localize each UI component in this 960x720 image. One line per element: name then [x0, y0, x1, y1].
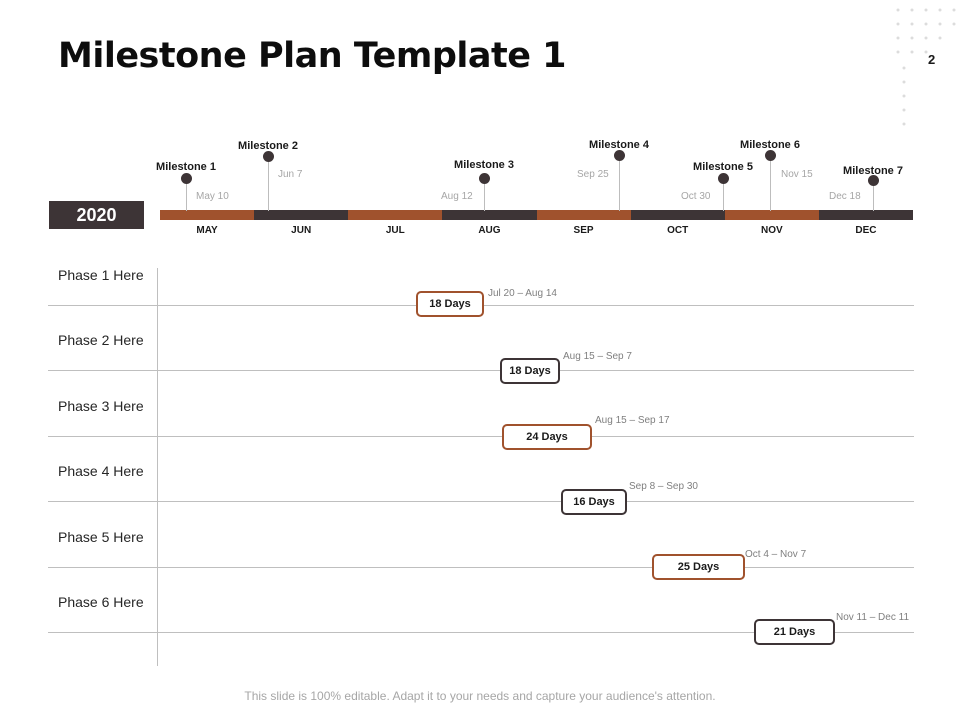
month-label-jul: JUL: [385, 225, 405, 236]
milestone-pin-icon: [718, 173, 729, 184]
milestone-stem: [770, 160, 771, 211]
phase-label: Phase 1 Here: [58, 267, 144, 283]
phase-divider: [48, 436, 914, 437]
milestone-pin-icon: [614, 150, 625, 161]
month-timeline-bar: [160, 210, 913, 222]
phase-date-range: Sep 8 – Sep 30: [629, 481, 698, 492]
phase-duration-box: 18 Days: [416, 291, 484, 317]
page-number: 2: [928, 52, 936, 67]
phase-label: Phase 3 Here: [58, 398, 144, 414]
footer-note: This slide is 100% editable. Adapt it to…: [244, 689, 716, 703]
milestone-name: Milestone 5: [693, 161, 753, 173]
slide-title: Milestone Plan Template 1: [58, 36, 567, 76]
milestone-stem: [186, 183, 187, 211]
milestone-pin-icon: [479, 173, 490, 184]
milestone-date: May 10: [196, 191, 229, 202]
month-label-may: MAY: [196, 225, 218, 236]
phase-duration-box: 21 Days: [754, 619, 835, 645]
milestone-name: Milestone 4: [589, 139, 649, 151]
milestone-date: Jun 7: [278, 169, 303, 180]
month-segment-aug: [442, 210, 537, 220]
milestone-date: Aug 12: [441, 191, 473, 202]
month-segment-oct: [630, 210, 725, 220]
month-segment-jun: [254, 210, 349, 220]
milestone-name: Milestone 6: [740, 139, 800, 151]
month-label-jun: JUN: [291, 225, 312, 236]
phase-duration-box: 18 Days: [500, 358, 560, 384]
phase-label: Phase 6 Here: [58, 594, 144, 610]
month-label-dec: DEC: [855, 225, 877, 236]
phase-divider: [48, 370, 914, 371]
milestone-name: Milestone 1: [156, 161, 216, 173]
phase-axis-line: [157, 268, 158, 666]
month-labels: MAY JUN JUL AUG SEP OCT NOV DEC: [160, 225, 913, 236]
milestone-pin-icon: [263, 151, 274, 162]
phase-date-range: Aug 15 – Sep 17: [595, 415, 670, 426]
milestone-pin-icon: [765, 150, 776, 161]
month-segment-may: [160, 210, 255, 220]
month-segment-nov: [724, 210, 819, 220]
milestone-stem: [873, 185, 874, 211]
month-label-aug: AUG: [478, 225, 501, 236]
phase-date-range: Nov 11 – Dec 11: [836, 612, 910, 623]
month-label-oct: OCT: [667, 225, 689, 236]
milestone-date: Nov 15: [781, 169, 813, 180]
phase-duration-box: 16 Days: [561, 489, 627, 515]
decorative-plus-pattern-icon: [896, 8, 956, 126]
year-badge: 2020: [49, 201, 144, 229]
milestone-pin-icon: [868, 175, 879, 186]
month-label-nov: NOV: [760, 225, 783, 236]
milestone-stem: [619, 160, 620, 211]
phase-duration-box: 25 Days: [652, 554, 745, 580]
month-label-sep: SEP: [573, 225, 594, 236]
milestone-name: Milestone 3: [454, 159, 514, 171]
milestone-date: Sep 25: [577, 169, 609, 180]
month-segment-sep: [536, 210, 631, 220]
milestone-date: Dec 18: [829, 191, 861, 202]
milestone-stem: [723, 183, 724, 211]
phase-date-range: Oct 4 – Nov 7: [745, 549, 807, 560]
phase-duration-box: 24 Days: [502, 424, 592, 450]
milestone-name: Milestone 7: [843, 165, 903, 177]
milestone-name: Milestone 2: [238, 140, 298, 152]
milestone-pin-icon: [181, 173, 192, 184]
month-segment-jul: [348, 210, 443, 220]
phase-date-range: Jul 20 – Aug 14: [488, 288, 557, 299]
phase-divider: [48, 632, 914, 633]
milestone-stem: [268, 161, 269, 211]
phase-date-range: Aug 15 – Sep 7: [563, 351, 632, 362]
phase-divider: [48, 567, 914, 568]
phase-label: Phase 4 Here: [58, 463, 144, 479]
phase-label: Phase 2 Here: [58, 332, 144, 348]
milestone-stem: [484, 183, 485, 211]
phase-label: Phase 5 Here: [58, 529, 144, 545]
milestone-date: Oct 30: [681, 191, 711, 202]
phase-divider: [48, 501, 914, 502]
month-segment-dec: [818, 210, 913, 220]
